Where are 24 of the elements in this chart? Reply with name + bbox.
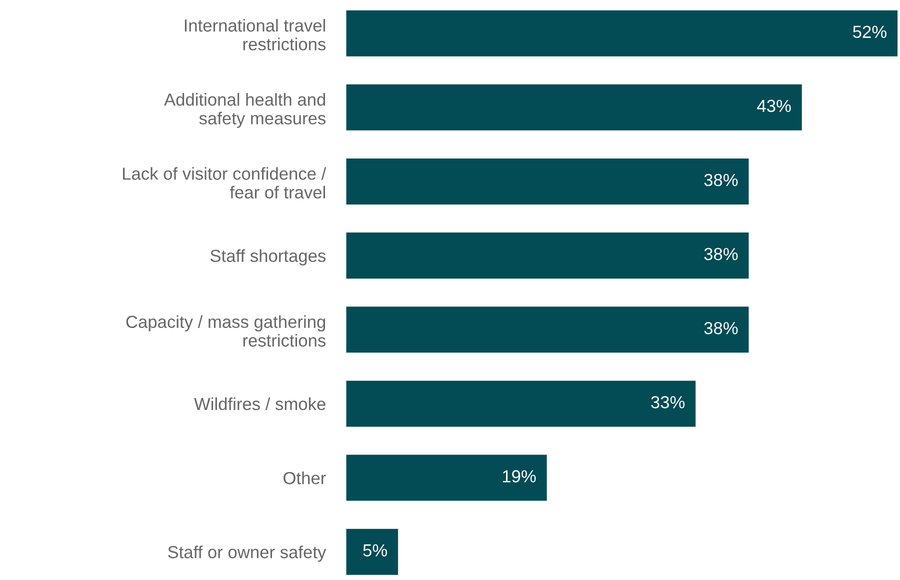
y-tick-label: International travel restrictions [184, 18, 326, 50]
bar [346, 453, 548, 502]
y-tick-label: Staff or owner safety [168, 546, 326, 562]
y-tick-label: Lack of visitor confidence / fear of travel [123, 167, 326, 199]
y-tick-label: Wildfires / smoke [194, 397, 326, 410]
data-label: 5% [363, 544, 388, 557]
y-tick-label: Capacity / mass gathering restrictions [126, 315, 326, 347]
bar [346, 231, 750, 280]
y-tick-label: Staff shortages [210, 249, 326, 266]
data-label: 43% [757, 100, 791, 112]
bar [346, 83, 804, 132]
bar [346, 305, 750, 354]
data-label: 38% [704, 174, 738, 186]
data-label: 38% [704, 322, 738, 334]
y-tick-label: Additional health and safety measures [164, 93, 326, 128]
bar [346, 527, 400, 576]
bar [346, 157, 750, 206]
data-label: 33% [651, 396, 685, 408]
bar [346, 8, 898, 58]
data-label: 38% [704, 248, 738, 260]
data-label: 19% [502, 470, 536, 482]
data-label: 52% [853, 26, 886, 38]
y-tick-label: Other [284, 471, 326, 484]
bar [346, 379, 697, 428]
